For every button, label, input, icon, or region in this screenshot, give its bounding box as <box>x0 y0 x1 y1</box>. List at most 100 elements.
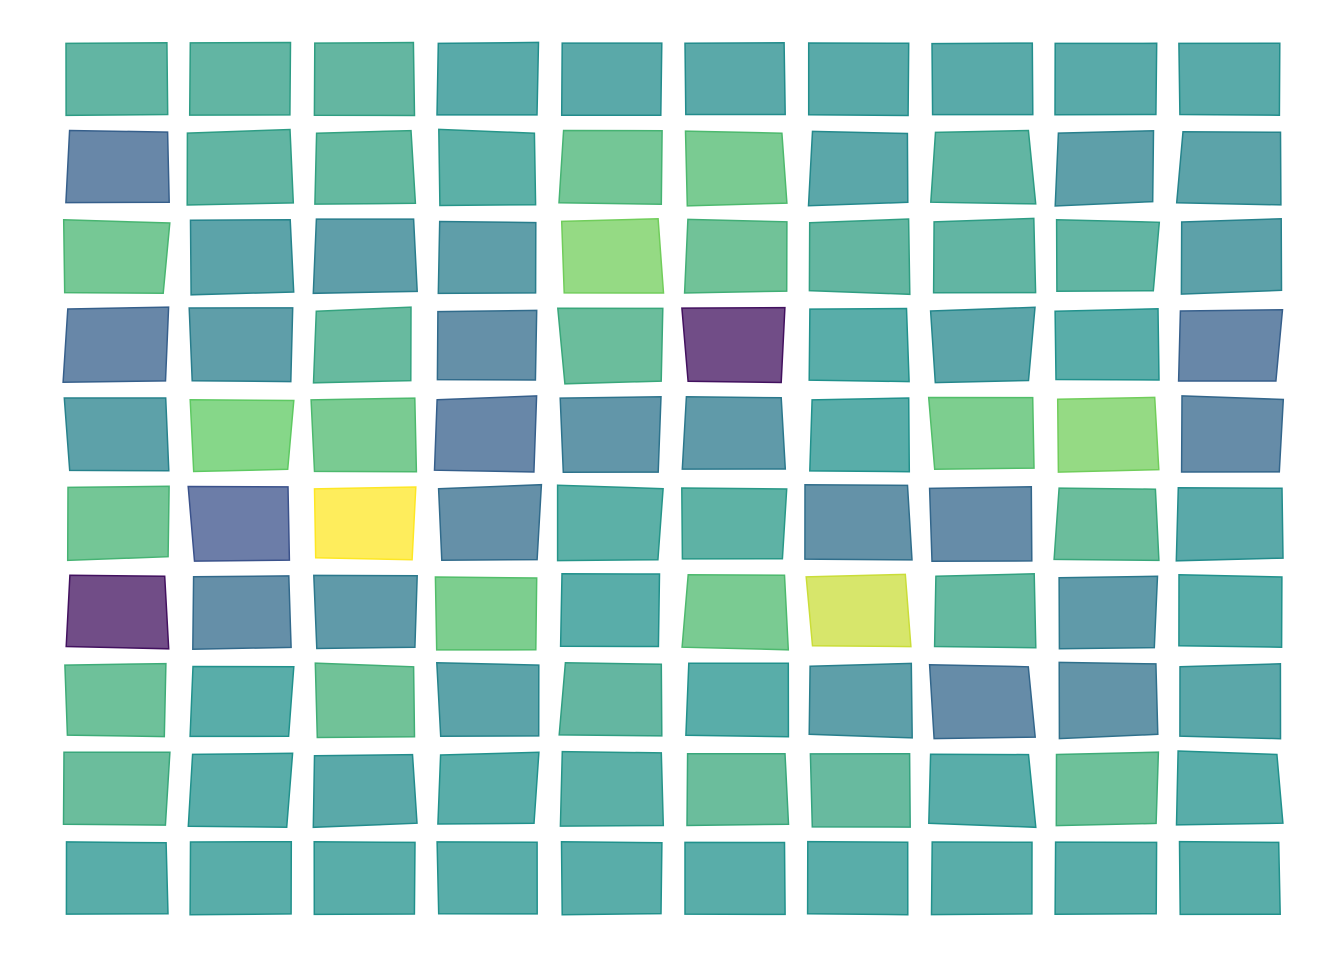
cell-r8-c1 <box>187 752 294 828</box>
cell-r8-c0 <box>62 751 171 826</box>
cell-r6-c2 <box>313 574 418 650</box>
cell-r5-c9 <box>1175 486 1284 562</box>
cell-r4-c4 <box>559 396 662 473</box>
cell-r7-c7 <box>928 663 1037 740</box>
cell-r9-c7 <box>930 841 1033 916</box>
cell-r8-c8 <box>1055 751 1160 827</box>
cell-r1-c5 <box>684 130 788 207</box>
cell-r2-c3 <box>437 220 537 295</box>
cell-r9-c5 <box>684 841 786 916</box>
cell-r6-c6 <box>805 573 912 648</box>
cell-r0-c3 <box>436 41 540 116</box>
cell-r0-c7 <box>931 42 1034 116</box>
cell-r7-c6 <box>808 662 913 739</box>
cell-r9-c2 <box>313 841 416 916</box>
cell-r3-c8 <box>1054 308 1160 381</box>
cell-r6-c0 <box>65 574 170 650</box>
cell-r8-c2 <box>312 753 418 829</box>
cell-r2-c4 <box>560 218 665 294</box>
cell-r4-c5 <box>681 395 787 470</box>
cell-r6-c5 <box>681 573 790 651</box>
cell-r5-c0 <box>66 485 170 562</box>
cell-r1-c0 <box>65 129 170 204</box>
cell-r3-c7 <box>929 306 1036 384</box>
cell-r0-c2 <box>313 41 416 117</box>
cell-r7-c4 <box>558 661 663 737</box>
cell-r4-c8 <box>1056 396 1160 473</box>
cell-r2-c8 <box>1055 218 1161 292</box>
cell-r0-c8 <box>1054 42 1158 116</box>
cell-r6-c4 <box>559 573 661 648</box>
cell-r9-c3 <box>436 841 538 915</box>
cell-r6-c1 <box>192 575 292 650</box>
cell-r5-c8 <box>1053 487 1160 562</box>
cell-r3-c0 <box>62 306 170 384</box>
cell-r2-c5 <box>683 218 788 294</box>
cell-r8-c5 <box>686 752 790 827</box>
cell-r7-c5 <box>685 662 790 738</box>
cell-r1-c8 <box>1054 130 1155 207</box>
cell-r1-c3 <box>438 128 537 207</box>
cell-r3-c9 <box>1177 308 1284 382</box>
cell-r8-c4 <box>559 750 665 827</box>
cell-r9-c6 <box>806 840 909 916</box>
cell-r4-c7 <box>927 396 1035 470</box>
cell-r8-c6 <box>809 752 911 828</box>
cell-r1-c9 <box>1175 131 1282 206</box>
cell-r1-c2 <box>314 129 417 205</box>
cell-r3-c6 <box>808 307 910 383</box>
cell-r6-c9 <box>1178 574 1283 648</box>
cell-r4-c9 <box>1180 395 1285 473</box>
cell-r6-c7 <box>933 573 1037 649</box>
cell-r3-c5 <box>681 306 786 384</box>
cell-r8-c7 <box>928 753 1037 829</box>
cell-r2-c1 <box>189 218 295 296</box>
cell-r6-c3 <box>434 576 538 651</box>
cell-r5-c2 <box>313 486 417 561</box>
cell-r8-c9 <box>1175 750 1284 826</box>
cell-r9-c1 <box>189 840 293 916</box>
cell-r7-c2 <box>314 662 416 739</box>
cell-r4-c6 <box>809 397 911 473</box>
cell-r0-c6 <box>807 42 910 117</box>
cell-r2-c0 <box>62 219 171 295</box>
cell-r0-c0 <box>65 41 169 117</box>
cell-r4-c3 <box>433 395 538 473</box>
cell-r1-c1 <box>186 128 295 206</box>
cell-r5-c1 <box>187 485 291 562</box>
cell-r0-c1 <box>188 41 292 116</box>
cell-r7-c9 <box>1179 663 1282 740</box>
cell-r2-c9 <box>1180 218 1283 295</box>
cell-r5-c3 <box>437 483 543 561</box>
cell-r3-c3 <box>436 309 538 381</box>
cell-r3-c2 <box>312 306 412 384</box>
cell-r7-c1 <box>189 665 295 738</box>
cell-r6-c8 <box>1058 575 1159 650</box>
cell-r4-c1 <box>189 399 295 473</box>
cell-r5-c4 <box>556 484 664 562</box>
cell-r2-c2 <box>312 218 418 295</box>
cell-r1-c6 <box>807 130 909 207</box>
cell-r2-c6 <box>808 218 911 296</box>
cell-r9-c8 <box>1054 841 1158 916</box>
cell-r5-c6 <box>804 483 913 561</box>
cell-r1-c4 <box>558 129 663 206</box>
cell-r7-c3 <box>436 662 540 738</box>
cell-r9-c0 <box>65 841 169 915</box>
cell-r3-c4 <box>556 307 664 385</box>
cell-r5-c5 <box>681 487 788 560</box>
cell-r5-c7 <box>928 486 1033 563</box>
cell-r7-c0 <box>64 662 167 738</box>
cell-r0-c4 <box>560 42 663 117</box>
cell-r9-c9 <box>1178 840 1281 916</box>
cell-r1-c7 <box>929 129 1037 205</box>
cell-r3-c1 <box>188 307 294 383</box>
cell-r4-c2 <box>310 397 418 473</box>
cell-r8-c3 <box>437 751 540 825</box>
cell-r0-c9 <box>1178 42 1281 116</box>
cell-r4-c0 <box>63 397 170 472</box>
cell-r9-c4 <box>560 841 663 916</box>
cell-r0-c5 <box>684 42 786 116</box>
cell-r7-c8 <box>1058 661 1159 740</box>
